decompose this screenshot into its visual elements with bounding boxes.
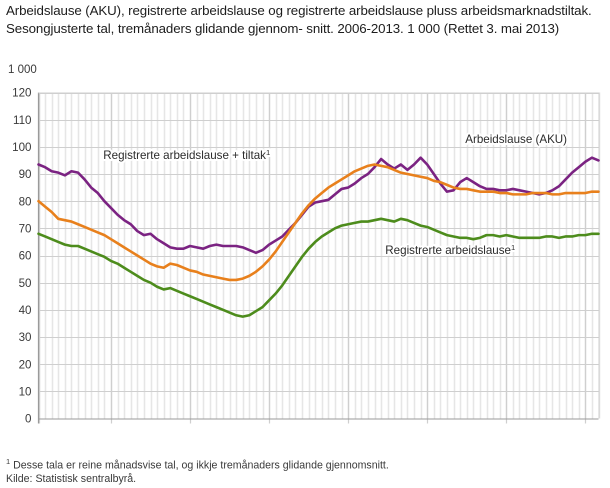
axis-lines: [37, 92, 600, 424]
y-axis-tick: 80: [19, 195, 32, 208]
x-axis-tick-month: Jan.: [337, 428, 359, 430]
y-axis-tick: 0: [25, 413, 31, 426]
y-axis-tick: 40: [19, 304, 32, 317]
footnotes: 1 Desse tala er reine månadsvise tal, og…: [6, 455, 596, 487]
y-axis-tick: 60: [19, 250, 32, 263]
line-chart: 0 10 20 30 40 50 60 70 80 90 100 110 120 Feb.2006Jan…: [0, 84, 610, 429]
x-axis-tick-labels: Feb.2006Jan.2007Jan.2008Jan.2009Jan.2010…: [27, 428, 601, 430]
page-title-line-1: Arbeidslause (AKU), registrerte arbeidsl…: [6, 3, 458, 18]
page-title-line-2: arbeidsmarknadstiltak. Sesongjusterte ta…: [6, 3, 592, 36]
y-axis-tick: 10: [19, 386, 32, 399]
registered-plus-measures-label-halo: Registrerte arbeidslause + tiltak1: [103, 148, 270, 162]
y-axis-tick: 90: [19, 168, 32, 181]
y-axis-tick: 50: [19, 277, 32, 290]
y-axis-tick: 120: [12, 87, 31, 100]
y-axis-tick: 100: [12, 141, 31, 154]
x-axis-tick-month: Jan.: [100, 428, 122, 430]
page-title-line-3: snitt. 2006-2013. 1 000 (Rettet 3. mai 2…: [306, 20, 560, 36]
aku-label-halo: Arbeidslause (AKU): [465, 133, 567, 146]
footnote-source: Kilde: Statistisk sentralbyrå.: [6, 473, 137, 486]
y-axis-tick-labels: 0 10 20 30 40 50 60 70 80 90 100 110 120: [12, 87, 31, 426]
x-axis-tick-month: Jan.: [179, 428, 201, 430]
y-axis-unit-label: 1 000: [8, 64, 37, 76]
chart-svg: 0 10 20 30 40 50 60 70 80 90 100 110 120 Feb.2006Jan…: [12, 87, 601, 430]
y-axis-tick: 110: [13, 114, 31, 127]
y-axis-tick: 70: [19, 223, 32, 236]
series-line: [37, 163, 600, 282]
series-line: [37, 217, 600, 318]
y-axis-tick: 20: [19, 358, 32, 371]
aku-label: Arbeidslause (AKU): [465, 133, 567, 146]
gridlines-vertical-year: [38, 92, 587, 424]
x-axis-tick-month: Feb.: [27, 428, 50, 430]
x-axis-tick-month: Jan.: [258, 428, 280, 430]
registered-plus-measures-label: Registrerte arbeidslause + tiltak1: [103, 148, 270, 162]
x-axis-tick-month: Jan.: [495, 428, 517, 430]
data-series: [37, 156, 600, 318]
x-axis-tick-month: Jan.: [579, 428, 601, 430]
series-line: [37, 156, 600, 255]
y-axis-tick: 30: [19, 331, 32, 344]
footnote-text: Desse tala er reine månadsvise tal, og i…: [10, 459, 389, 472]
page-title: Arbeidslause (AKU), registrerte arbeidsl…: [6, 2, 604, 37]
registered-label-halo: Registrerte arbeidslause1: [385, 243, 515, 257]
registered-label: Registrerte arbeidslause1: [385, 243, 515, 257]
series-annotations: Arbeidslause (AKU)Arbeidslause (AKU)Regi…: [101, 131, 569, 259]
x-axis-tick-month: Jan.: [416, 428, 438, 430]
footnote-note: 1 Desse tala er reine månadsvise tal, og…: [6, 455, 596, 473]
footnote-marker: 1: [6, 457, 11, 466]
